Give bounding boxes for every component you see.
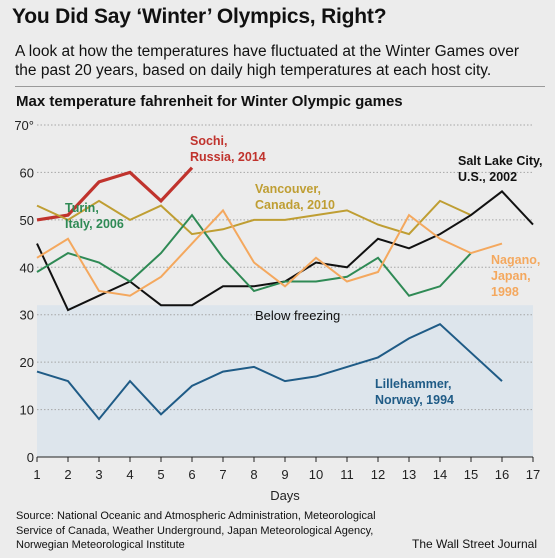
y-tick-label: 40: [20, 260, 34, 275]
x-tick-label: 16: [495, 467, 509, 482]
series-label-line: Salt Lake City,: [458, 154, 543, 168]
x-axis-label: Days: [270, 488, 300, 503]
series-label-line: Lillehammer,: [375, 377, 451, 391]
series-label-0: Sochi, Russia, 2014: [190, 134, 266, 164]
x-tick-label: 13: [402, 467, 416, 482]
source-note: Source: National Oceanic and Atmospheric…: [16, 510, 376, 551]
series-label-3: Turin, Italy, 2006: [65, 201, 124, 231]
x-tick-label: 17: [526, 467, 540, 482]
series-label-5: Lillehammer, Norway, 1994: [375, 377, 454, 407]
series-label-line: Vancouver,: [255, 182, 321, 196]
x-tick-label: 4: [126, 467, 133, 482]
x-tick-label: 3: [95, 467, 102, 482]
x-tick-label: 1: [33, 467, 40, 482]
series-label-2: Salt Lake City, U.S., 2002: [458, 154, 543, 184]
y-tick-label: 0: [27, 450, 34, 465]
series-label-line: Turin,: [65, 201, 99, 215]
x-tick-label: 8: [250, 467, 257, 482]
y-tick-label: 10: [20, 403, 34, 418]
series-label-line: Italy, 2006: [65, 217, 124, 231]
series-line-5: [36, 323, 503, 421]
headline: You Did Say ‘Winter’ Olympics, Right?: [12, 5, 387, 28]
credit: The Wall Street Journal: [412, 537, 537, 551]
x-tick-label: 11: [340, 467, 354, 482]
subtitle: A look at how the temperatures have fluc…: [15, 43, 520, 79]
series-label-line: U.S., 2002: [458, 170, 517, 184]
x-tick-label: 6: [188, 467, 195, 482]
x-tick-label: 7: [219, 467, 226, 482]
series-label-4: Nagano, Japan, 1998: [491, 253, 540, 299]
x-tick-label: 14: [433, 467, 447, 482]
series-label-line: Nagano,: [491, 253, 540, 267]
x-tick-label: 15: [464, 467, 478, 482]
series-label-line: Canada, 2010: [255, 198, 335, 212]
x-tick-label: 5: [157, 467, 164, 482]
series-label-line: Russia, 2014: [190, 150, 266, 164]
y-tick-label: 70°: [14, 118, 34, 133]
y-tick-label: 20: [20, 355, 34, 370]
y-tick-label: 50: [20, 213, 34, 228]
y-tick-label: 60: [20, 165, 34, 180]
chart-title: Max temperature fahrenheit for Winter Ol…: [16, 93, 403, 110]
series-label-line: Japan,: [491, 269, 531, 283]
x-tick-label: 12: [371, 467, 385, 482]
series-label-1: Vancouver, Canada, 2010: [255, 182, 335, 212]
x-tick-label: 10: [309, 467, 323, 482]
x-tick-label: 9: [281, 467, 288, 482]
series-label-line: Norway, 1994: [375, 393, 454, 407]
series-label-line: Sochi,: [190, 134, 228, 148]
series-line-3: [36, 213, 472, 297]
series-line-0: [36, 166, 194, 222]
series-line-4: [36, 208, 503, 297]
series-label-line: 1998: [491, 285, 519, 299]
below-freezing-label: Below freezing: [255, 308, 340, 323]
series-line-1: [36, 199, 472, 236]
x-tick-label: 2: [64, 467, 71, 482]
divider: [15, 86, 545, 87]
y-tick-label: 30: [20, 308, 34, 323]
